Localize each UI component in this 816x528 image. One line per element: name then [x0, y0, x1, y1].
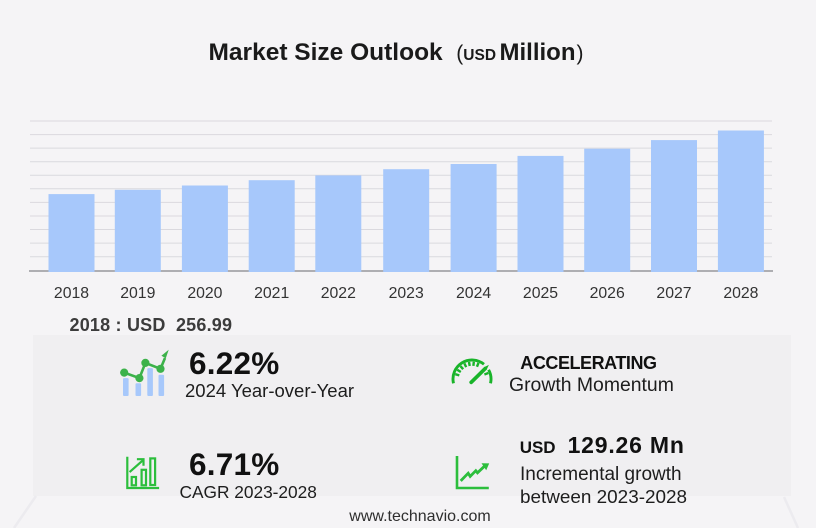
- svg-text:2026: 2026: [590, 285, 625, 302]
- svg-text:2020: 2020: [187, 285, 222, 302]
- svg-text:2019: 2019: [120, 285, 155, 302]
- svg-text:2028: 2028: [723, 285, 758, 302]
- svg-text:2021: 2021: [254, 285, 289, 302]
- svg-text:2023: 2023: [389, 285, 424, 302]
- svg-text:2022: 2022: [321, 285, 356, 302]
- svg-text:2025: 2025: [523, 285, 558, 302]
- svg-text:2018: 2018: [54, 285, 89, 302]
- svg-text:2024: 2024: [456, 285, 491, 302]
- svg-text:2027: 2027: [656, 285, 691, 302]
